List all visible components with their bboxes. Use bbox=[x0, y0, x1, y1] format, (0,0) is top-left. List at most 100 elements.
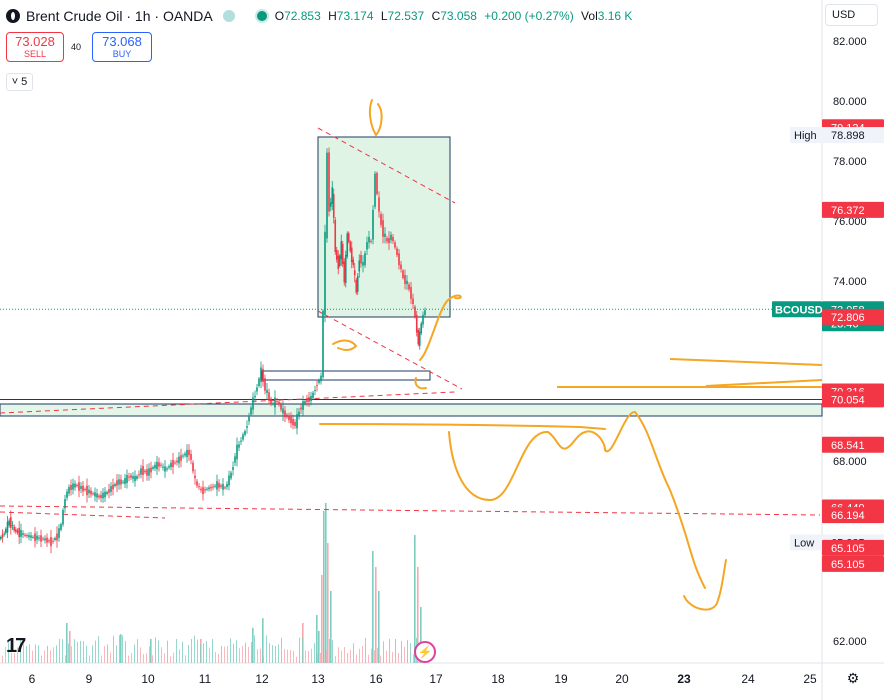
volume-bar bbox=[41, 655, 42, 663]
volume-bar bbox=[380, 655, 381, 663]
volume-bar bbox=[212, 639, 213, 663]
x-tick-label: 12 bbox=[255, 672, 269, 686]
volume-bar bbox=[401, 640, 402, 663]
candle-body bbox=[258, 378, 260, 387]
candle-body bbox=[306, 399, 308, 402]
candle-body bbox=[240, 440, 242, 442]
volume-bar bbox=[218, 654, 219, 663]
candle-body bbox=[116, 480, 118, 486]
tradingview-logo-icon[interactable]: 17 bbox=[6, 635, 26, 657]
hand-drawn-line[interactable] bbox=[705, 379, 823, 387]
volume-bar bbox=[35, 644, 36, 663]
candle-body bbox=[406, 280, 408, 285]
dashed-trendline[interactable] bbox=[317, 310, 463, 390]
volume-bar bbox=[272, 645, 273, 663]
candle-body bbox=[11, 524, 14, 527]
x-tick-label: 10 bbox=[141, 672, 155, 686]
candle-body bbox=[214, 485, 216, 487]
volume-bar bbox=[374, 650, 375, 663]
volume-bar bbox=[150, 639, 152, 663]
candle-body bbox=[414, 306, 416, 317]
volume-bar bbox=[77, 641, 78, 663]
candle-body bbox=[382, 220, 384, 237]
volume-bar bbox=[375, 567, 377, 663]
candle-body bbox=[356, 276, 359, 292]
candle-body bbox=[272, 403, 274, 405]
volume-bar bbox=[110, 652, 111, 663]
candle-body bbox=[66, 491, 68, 498]
candle-body bbox=[372, 209, 374, 240]
dashed-trendline[interactable] bbox=[0, 505, 821, 516]
volume-bar bbox=[104, 646, 105, 663]
volume-bar bbox=[53, 647, 54, 663]
volume-bar bbox=[38, 645, 39, 663]
volume-bar bbox=[50, 650, 51, 663]
candle-body bbox=[148, 468, 150, 476]
candle-body bbox=[341, 243, 344, 265]
accumulation-box[interactable] bbox=[317, 136, 451, 318]
price-tag-prefix-bg bbox=[790, 534, 822, 551]
hand-drawn-annotation[interactable] bbox=[332, 339, 358, 351]
candle-body bbox=[350, 247, 353, 263]
hand-drawn-annotation[interactable] bbox=[414, 377, 427, 390]
volume-bar bbox=[362, 646, 363, 663]
lightning-icon[interactable]: ⚡ bbox=[414, 641, 436, 663]
candle-body bbox=[128, 476, 130, 478]
volume-bar bbox=[134, 644, 135, 663]
symbol-title[interactable]: Brent Crude Oil · 1h · OANDA bbox=[26, 8, 213, 24]
currency-select[interactable]: USD bbox=[825, 4, 878, 26]
sell-button[interactable]: 73.028 SELL bbox=[6, 32, 64, 62]
price-tag-value: 65.105 bbox=[831, 559, 865, 571]
candle-body bbox=[388, 237, 390, 244]
candle-body bbox=[42, 538, 44, 540]
volume-bar bbox=[263, 656, 264, 663]
volume-bar bbox=[245, 642, 246, 663]
x-tick-label: 25 bbox=[803, 672, 817, 686]
candle-body bbox=[44, 538, 46, 541]
volume-bar bbox=[224, 646, 225, 663]
candle-body bbox=[174, 462, 176, 464]
breakout-box[interactable] bbox=[261, 370, 431, 381]
gear-icon[interactable]: ⚙ bbox=[846, 670, 860, 686]
candle-body bbox=[110, 486, 112, 492]
price-tag-bg bbox=[822, 391, 884, 408]
price-tag-value: 65.105 bbox=[831, 543, 865, 555]
indicators-toggle-button[interactable]: ˅ 5 bbox=[6, 73, 33, 91]
candle-body bbox=[304, 401, 306, 404]
hand-drawn-line[interactable] bbox=[669, 358, 823, 366]
volume-bar bbox=[32, 650, 33, 663]
dashed-trendline[interactable] bbox=[0, 391, 456, 414]
candle-body bbox=[420, 323, 423, 334]
volume-bar bbox=[2, 655, 3, 663]
volume-bar bbox=[350, 649, 351, 663]
hand-drawn-annotation[interactable] bbox=[683, 559, 727, 611]
volume-bar bbox=[323, 511, 325, 663]
dashed-trendline[interactable] bbox=[317, 127, 456, 204]
hand-drawn-annotation[interactable] bbox=[448, 411, 706, 589]
volume-bar bbox=[305, 650, 306, 663]
hand-drawn-annotation[interactable] bbox=[319, 423, 606, 430]
candle-body bbox=[262, 368, 264, 383]
candle-body bbox=[292, 418, 294, 426]
volume-bar bbox=[371, 648, 372, 663]
dashed-trendline[interactable] bbox=[0, 511, 166, 519]
volume-bar bbox=[404, 646, 405, 663]
candle-body bbox=[238, 444, 240, 448]
buy-button[interactable]: 73.068 BUY bbox=[92, 32, 152, 62]
x-tick-label: 13 bbox=[311, 672, 325, 686]
market-open-icon[interactable] bbox=[256, 11, 267, 21]
volume-bar bbox=[389, 638, 390, 663]
hand-drawn-annotation[interactable] bbox=[368, 99, 383, 137]
volume-bar bbox=[293, 651, 294, 663]
candle-body bbox=[130, 475, 132, 478]
volume-bar bbox=[314, 643, 315, 663]
support-zone[interactable] bbox=[0, 403, 823, 417]
candle-body bbox=[60, 524, 62, 530]
candle-body bbox=[152, 467, 154, 469]
volume-bar bbox=[260, 648, 261, 663]
candle-body bbox=[94, 492, 96, 497]
candle-body bbox=[254, 395, 256, 398]
market-flag-icon[interactable] bbox=[222, 10, 235, 22]
hand-drawn-annotation[interactable] bbox=[419, 294, 462, 361]
